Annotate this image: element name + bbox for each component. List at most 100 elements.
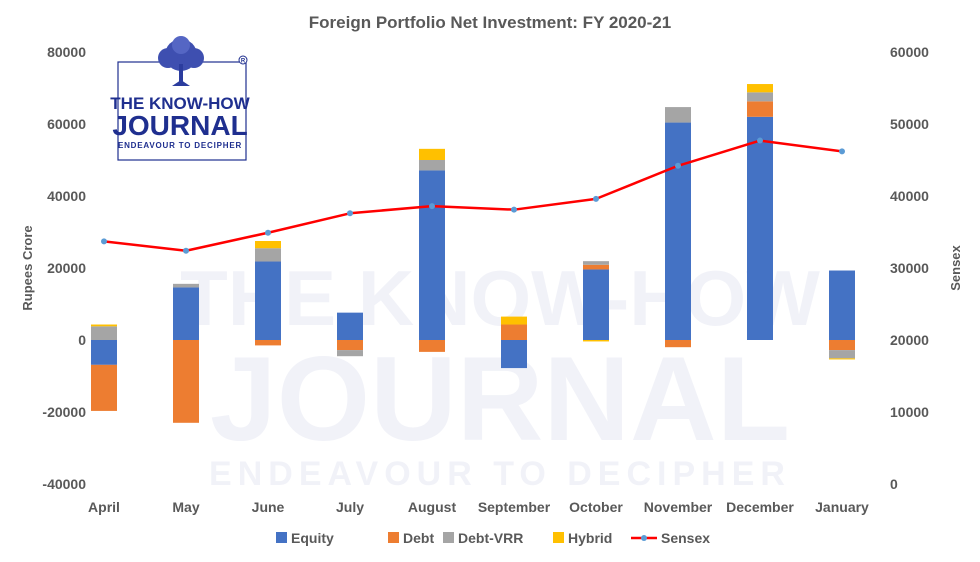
y2-tick-label: 20000 (890, 332, 929, 348)
y2-tick-label: 60000 (890, 44, 929, 60)
x-tick-label: January (815, 499, 869, 515)
y2-axis-title: Sensex (948, 244, 963, 290)
x-tick-label: September (478, 499, 551, 515)
y2-tick-label: 30000 (890, 260, 929, 276)
bar-equity-october (583, 269, 609, 340)
sensex-point-april (101, 238, 107, 245)
y-axis-ticks: 80000 60000 40000 20000 0 -20000 -40000 (42, 44, 86, 492)
bar-hybrid-september (501, 316, 527, 325)
legend-swatch-debt-vrr (443, 532, 454, 543)
logo-line2: JOURNAL (112, 110, 247, 141)
watermark-line3: ENDEAVOUR TO DECIPHER (209, 455, 791, 493)
legend: Equity Debt Debt-VRR Hybrid Sensex (276, 530, 710, 546)
legend-label-sensex: Sensex (661, 530, 710, 546)
bar-debt-vrr-july (337, 350, 363, 357)
bar-debt-january (829, 340, 855, 351)
sensex-line-group (101, 137, 845, 254)
bar-hybrid-december (747, 84, 773, 93)
sensex-point-october (593, 195, 599, 202)
y-tick-label: 80000 (47, 44, 86, 60)
logo-line3: ENDEAVOUR TO DECIPHER (118, 141, 242, 150)
bar-debt-august (419, 340, 445, 352)
sensex-line (103, 139, 843, 252)
y-tick-label: -40000 (42, 476, 86, 492)
watermark-line1: THE KNOW-HOW (180, 254, 820, 342)
bar-debt-april (91, 364, 117, 411)
bar-hybrid-august (419, 148, 445, 160)
sensex-point-january (839, 148, 845, 155)
bar-equity-january (829, 270, 855, 340)
sensex-point-june (265, 229, 271, 236)
legend-label-debt: Debt (403, 530, 434, 546)
bar-debt-vrr-august (419, 160, 445, 171)
bar-debt-vrr-november (665, 107, 691, 123)
bar-debt-vrr-may (173, 283, 199, 288)
y2-axis-ticks: 60000 50000 40000 30000 20000 10000 0 (890, 44, 929, 492)
watermark: THE KNOW-HOW JOURNAL ENDEAVOUR TO DECIPH… (180, 254, 820, 493)
y-tick-label: 40000 (47, 188, 86, 204)
legend-swatch-hybrid (553, 532, 564, 543)
y-tick-label: 20000 (47, 260, 86, 276)
bar-debt-september (501, 324, 527, 340)
y-tick-label: 60000 (47, 116, 86, 132)
x-tick-label: October (569, 499, 623, 515)
sensex-point-july (347, 210, 353, 217)
bar-equity-may (173, 287, 199, 340)
bar-debt-october (583, 264, 609, 270)
bar-debt-november (665, 340, 691, 348)
sensex-point-may (183, 247, 189, 254)
x-tick-label: August (408, 499, 457, 515)
y2-tick-label: 10000 (890, 404, 929, 420)
bar-debt-july (337, 340, 363, 351)
chart-title: Foreign Portfolio Net Investment: FY 202… (309, 13, 671, 32)
bar-equity-august (419, 170, 445, 340)
watermark-line2: JOURNAL (210, 332, 790, 466)
registered-trademark-icon: R (238, 55, 248, 65)
sensex-point-september (511, 206, 517, 213)
bar-debt-may (173, 340, 199, 423)
bar-equity-november (665, 122, 691, 340)
bar-debt-vrr-april (91, 326, 117, 340)
sensex-point-november (675, 162, 681, 169)
legend-label-hybrid: Hybrid (568, 530, 612, 546)
y-tick-label: 0 (78, 332, 86, 348)
y2-tick-label: 40000 (890, 188, 929, 204)
bar-debt-december (747, 101, 773, 117)
legend-label-debt-vrr: Debt-VRR (458, 530, 523, 546)
svg-text:R: R (241, 59, 246, 65)
bar-equity-september (501, 340, 527, 369)
bar-debt-vrr-june (255, 248, 281, 262)
legend-marker-sensex (641, 535, 647, 541)
y-axis-title: Rupees Crore (20, 225, 35, 310)
x-axis-ticks: April May June July August September October No… (88, 499, 869, 515)
bars (91, 84, 855, 423)
bar-debt-vrr-january (829, 350, 855, 359)
bar-equity-april (91, 340, 117, 365)
sensex-point-december (757, 137, 763, 144)
bar-debt-june (255, 340, 281, 346)
y-tick-label: -20000 (42, 404, 86, 420)
bar-debt-vrr-december (747, 92, 773, 102)
bar-equity-june (255, 261, 281, 340)
bar-debt-vrr-october (583, 261, 609, 265)
bar-hybrid-january (829, 358, 855, 360)
y2-tick-label: 0 (890, 476, 898, 492)
x-tick-label: December (726, 499, 794, 515)
bar-hybrid-june (255, 241, 281, 249)
x-tick-label: June (252, 499, 285, 515)
y2-tick-label: 50000 (890, 116, 929, 132)
bar-equity-december (747, 116, 773, 340)
x-tick-label: April (88, 499, 120, 515)
x-tick-label: May (172, 499, 199, 515)
sensex-point-august (429, 203, 435, 210)
legend-label-equity: Equity (291, 530, 334, 546)
legend-swatch-debt (388, 532, 399, 543)
brand-logo: R THE KNOW-HOW JOURNAL ENDEAVOUR TO DECI… (110, 36, 251, 161)
bar-hybrid-april (91, 324, 117, 327)
tree-icon (158, 36, 204, 86)
logo-line1: THE KNOW-HOW (110, 94, 250, 113)
x-tick-label: July (336, 499, 364, 515)
legend-swatch-equity (276, 532, 287, 543)
